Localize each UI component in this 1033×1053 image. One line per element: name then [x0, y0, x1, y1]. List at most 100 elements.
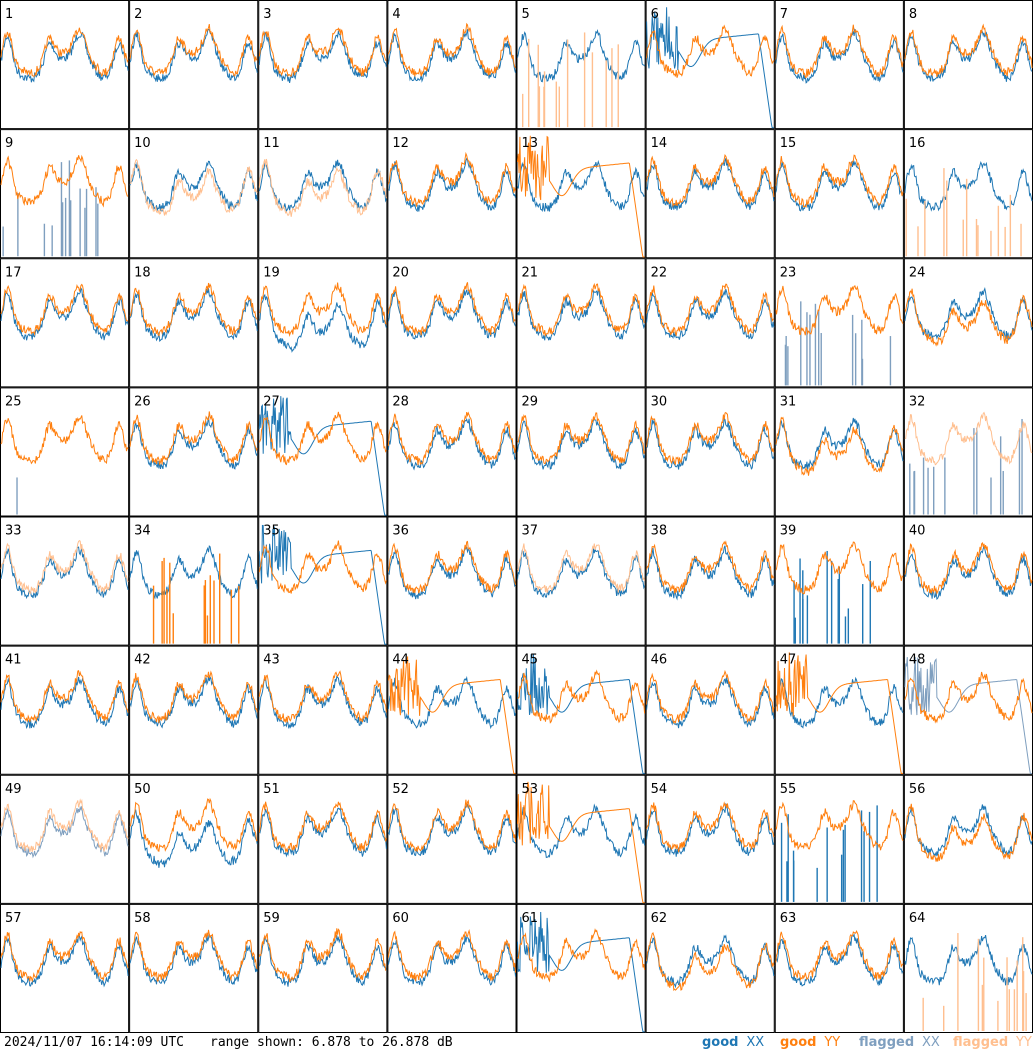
tile-54: 54	[645, 774, 775, 904]
tile-label: 24	[909, 265, 926, 280]
tile-label: 4	[392, 7, 400, 22]
trace-xx	[517, 911, 645, 1033]
tile-frame	[258, 0, 388, 130]
trace-yy	[129, 797, 258, 852]
tile-label: 47	[780, 653, 797, 668]
legend-word: good	[780, 1035, 817, 1050]
tile-32: 32	[903, 387, 1033, 517]
tile-label: 62	[651, 911, 668, 926]
tile-label: 22	[651, 265, 668, 280]
trace-xx	[258, 807, 387, 858]
trace-xx	[904, 287, 1033, 341]
tile-label: 46	[651, 653, 668, 668]
trace-xx	[517, 159, 645, 213]
trace-yy	[0, 283, 129, 337]
trace-yy	[129, 158, 258, 216]
tile-frame	[645, 0, 775, 130]
tile-label: 21	[522, 265, 539, 280]
trace-xx	[904, 656, 1032, 774]
tile-label: 32	[909, 394, 926, 409]
tile-label: 44	[392, 653, 409, 668]
tile-frame	[516, 903, 646, 1033]
trace-xx	[129, 416, 258, 470]
legend-pol: XX	[746, 1035, 765, 1050]
tile-label: 10	[134, 136, 151, 151]
footer: 2024/11/07 16:14:09 UTC range shown: 6.8…	[0, 1033, 1033, 1053]
tile-frame	[258, 645, 388, 775]
trace-xx	[129, 809, 258, 868]
tile-label: 25	[5, 394, 22, 409]
tile-label: 35	[263, 524, 280, 539]
trace-xx	[388, 157, 516, 213]
trace-xx	[258, 935, 387, 987]
tile-label: 50	[134, 782, 151, 797]
tile-1: 1	[0, 0, 130, 130]
trace-xx	[904, 934, 1033, 986]
tile-frame	[903, 774, 1033, 904]
trace-yy	[646, 283, 775, 336]
tile-frame	[903, 387, 1033, 517]
trace-yy	[0, 669, 129, 723]
tile-frame	[774, 903, 904, 1033]
tile-56: 56	[903, 774, 1033, 904]
trace-yy	[258, 411, 387, 466]
trace-xx	[258, 524, 387, 645]
legend-flagged-xx: flagged XX	[859, 1035, 940, 1050]
tile-frame	[516, 0, 646, 130]
tile-label: 12	[392, 136, 409, 151]
tile-55: 55	[774, 774, 904, 904]
tile-23: 23	[774, 258, 904, 388]
trace-yy	[258, 540, 387, 594]
tile-label: 36	[392, 524, 409, 539]
tile-9: 9	[0, 129, 130, 259]
trace-xx	[387, 935, 516, 987]
trace-yy	[258, 928, 387, 983]
tile-frame	[387, 129, 517, 259]
tile-label: 16	[909, 136, 926, 151]
trace-yy	[775, 930, 904, 981]
trace-xx	[775, 160, 904, 212]
tile-frame	[903, 645, 1033, 775]
tile-40: 40	[903, 516, 1033, 646]
trace-yy	[387, 282, 516, 336]
trace-yy	[517, 282, 645, 337]
trace-yy	[775, 800, 904, 851]
trace-xx	[0, 287, 129, 341]
tile-label: 53	[522, 782, 539, 797]
tile-50: 50	[129, 774, 259, 904]
trace-yy	[646, 669, 775, 724]
tile-frame	[129, 903, 259, 1033]
tile-label: 30	[651, 394, 668, 409]
tile-26: 26	[129, 387, 259, 517]
trace-xx	[258, 159, 387, 213]
trace-yy	[517, 781, 645, 904]
trace-yy	[775, 541, 904, 595]
tile-label: 57	[5, 911, 22, 926]
tile-label: 39	[780, 524, 797, 539]
tile-52: 52	[387, 774, 517, 904]
tile-47: 47	[774, 645, 904, 775]
trace-yy	[775, 154, 904, 208]
tile-frame	[258, 129, 388, 259]
tile-label: 23	[780, 265, 797, 280]
trace-yy	[0, 154, 129, 208]
tile-label: 59	[263, 911, 280, 926]
tile-17: 17	[0, 258, 130, 388]
tile-label: 28	[392, 394, 409, 409]
tile-frame	[516, 516, 646, 646]
tile-18: 18	[129, 258, 259, 388]
trace-yy	[775, 652, 903, 774]
trace-xx	[775, 676, 904, 729]
tile-20: 20	[387, 258, 517, 388]
trace-yy	[0, 798, 129, 852]
tile-41: 41	[0, 645, 130, 775]
tile-frame	[645, 516, 775, 646]
trace-yy	[0, 415, 129, 465]
tile-46: 46	[645, 645, 775, 775]
trace-yy	[129, 670, 258, 724]
trace-yy	[0, 539, 129, 594]
tile-frame	[903, 129, 1033, 259]
tile-label: 58	[134, 911, 151, 926]
trace-yy	[775, 416, 904, 476]
tile-frame	[387, 774, 517, 904]
